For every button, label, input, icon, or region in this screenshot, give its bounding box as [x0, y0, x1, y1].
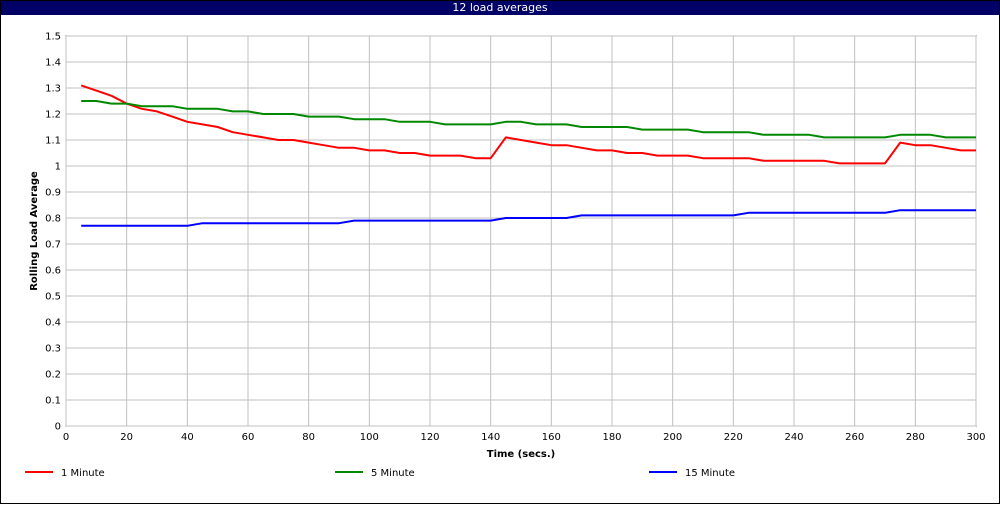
y-tick-label: 1.1 [45, 136, 61, 147]
legend-label: 5 Minute [371, 468, 415, 479]
x-tick-label: 180 [602, 432, 621, 443]
x-tick-label: 120 [420, 432, 439, 443]
y-tick-label: 0.5 [45, 292, 61, 303]
y-tick-label: 0.1 [45, 396, 61, 407]
legend-item: 5 Minute [335, 468, 415, 479]
x-tick-label: 80 [302, 432, 315, 443]
y-tick-label: 1.4 [45, 58, 61, 69]
x-axis-label: Time (secs.) [487, 449, 556, 460]
load-average-chart: 0 20 40 60 80 100 120 140 160 180 200 220 240 260 280 3… [25, 32, 986, 479]
y-tick-label: 0.6 [45, 266, 61, 277]
y-tick-label: 0.3 [45, 344, 61, 355]
x-tick-label: 220 [724, 432, 743, 443]
x-tick-label: 240 [784, 432, 803, 443]
x-tick-label: 0 [63, 432, 69, 443]
series-line-1-minute [80, 84, 976, 165]
legend-label: 15 Minute [685, 468, 735, 479]
series-lines [80, 84, 976, 227]
y-tick-label: 1.3 [45, 84, 61, 95]
legend-item: 15 Minute [649, 468, 735, 479]
legend: 1 Minute 5 Minute 15 Minute [25, 468, 735, 479]
y-tick-label: 1 [55, 162, 61, 173]
window-title: 12 load averages [1, 1, 999, 15]
legend-label: 1 Minute [61, 468, 105, 479]
x-tick-label: 140 [481, 432, 500, 443]
y-tick-label: 0.4 [45, 318, 61, 329]
legend-item: 1 Minute [25, 468, 105, 479]
series-line-5-minute [81, 100, 976, 139]
y-tick-label: 0.8 [45, 214, 61, 225]
y-tick-label: 0.2 [45, 370, 61, 381]
x-tick-label: 300 [966, 432, 985, 443]
y-tick-label: 0 [55, 422, 61, 433]
x-tick-label: 200 [663, 432, 682, 443]
series-line-15-minute [81, 209, 976, 227]
x-tick-label: 20 [120, 432, 133, 443]
y-tick-label: 0.7 [45, 240, 61, 251]
x-tick-label: 100 [360, 432, 379, 443]
x-tick-label: 160 [542, 432, 561, 443]
y-tick-label: 1.2 [45, 110, 61, 121]
y-axis-label: Rolling Load Average [29, 171, 40, 291]
plot-area [65, 35, 977, 427]
tick-labels: 0 20 40 60 80 100 120 140 160 180 200 220 240 260 280 3… [45, 32, 985, 444]
x-tick-label: 60 [242, 432, 255, 443]
x-tick-label: 260 [845, 432, 864, 443]
x-tick-label: 280 [906, 432, 925, 443]
x-tick-label: 40 [181, 432, 194, 443]
y-tick-label: 0.9 [45, 188, 61, 199]
y-tick-label: 1.5 [45, 32, 61, 43]
